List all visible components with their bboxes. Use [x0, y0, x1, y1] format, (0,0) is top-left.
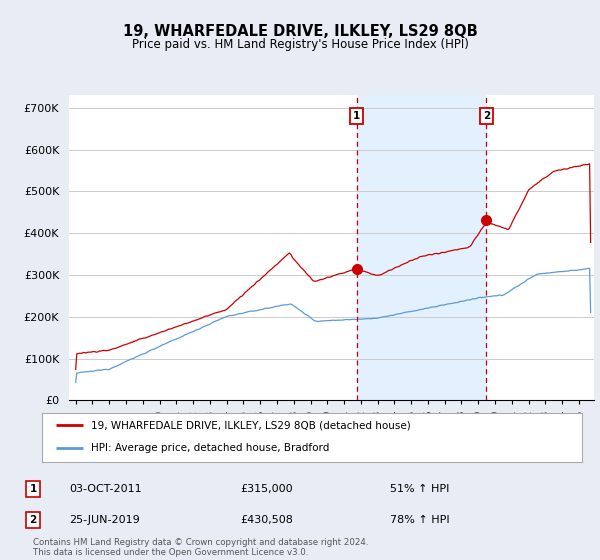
Text: 1: 1 [29, 484, 37, 494]
Text: £430,508: £430,508 [240, 515, 293, 525]
Text: 78% ↑ HPI: 78% ↑ HPI [390, 515, 449, 525]
Text: 1: 1 [353, 111, 360, 121]
Text: 03-OCT-2011: 03-OCT-2011 [69, 484, 142, 494]
Text: Contains HM Land Registry data © Crown copyright and database right 2024.
This d: Contains HM Land Registry data © Crown c… [33, 538, 368, 557]
Text: £315,000: £315,000 [240, 484, 293, 494]
Text: 19, WHARFEDALE DRIVE, ILKLEY, LS29 8QB: 19, WHARFEDALE DRIVE, ILKLEY, LS29 8QB [122, 24, 478, 39]
Text: 19, WHARFEDALE DRIVE, ILKLEY, LS29 8QB (detached house): 19, WHARFEDALE DRIVE, ILKLEY, LS29 8QB (… [91, 420, 410, 430]
Text: 51% ↑ HPI: 51% ↑ HPI [390, 484, 449, 494]
Text: 25-JUN-2019: 25-JUN-2019 [69, 515, 140, 525]
Text: 2: 2 [29, 515, 37, 525]
Text: 2: 2 [482, 111, 490, 121]
Text: Price paid vs. HM Land Registry's House Price Index (HPI): Price paid vs. HM Land Registry's House … [131, 38, 469, 51]
Text: HPI: Average price, detached house, Bradford: HPI: Average price, detached house, Brad… [91, 443, 329, 453]
Bar [356, 95, 487, 400]
